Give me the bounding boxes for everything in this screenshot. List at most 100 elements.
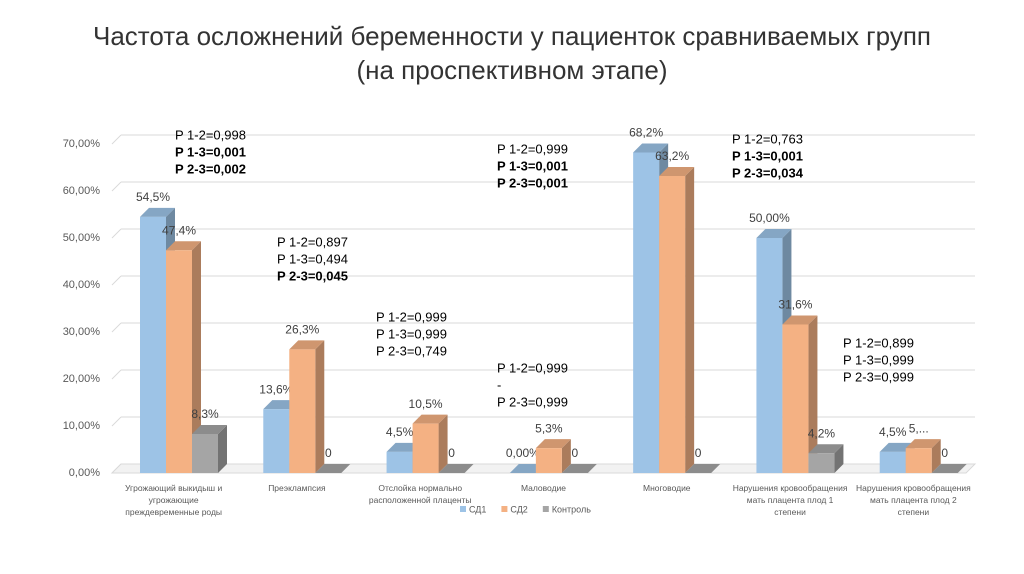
value-label: 8,3%: [191, 407, 219, 421]
bar-face: [412, 423, 439, 473]
bar: [315, 464, 351, 473]
legend-label: Контроль: [552, 504, 591, 514]
value-label: 26,3%: [285, 323, 319, 337]
bar-face: [756, 229, 792, 238]
annotation: P 1-2=0,999: [497, 141, 568, 156]
grid-line: [111, 369, 122, 380]
value-label: 5,...: [909, 421, 929, 435]
bar-face: [659, 166, 695, 176]
bar-face: [561, 464, 597, 473]
y-tick-label: 50,00%: [63, 232, 101, 244]
value-label: 0: [325, 446, 332, 460]
value-label: 0: [572, 446, 579, 460]
x-tick-label: Многоводие: [643, 483, 691, 493]
bar: [166, 241, 201, 473]
annotation: P 1-3=0,001: [497, 158, 568, 173]
x-tick-label: Нарушения кровообращения мать плацента п…: [732, 483, 848, 517]
bar: [412, 414, 448, 473]
bar-face: [633, 152, 660, 473]
x-tick-label: Маловодие: [520, 483, 567, 493]
bar-face: [782, 315, 818, 325]
legend-swatch: [501, 506, 508, 512]
bar-face: [808, 453, 835, 473]
value-label: 5,3%: [535, 421, 563, 435]
annotation: -: [497, 377, 501, 392]
bar-face: [756, 238, 783, 473]
bar: [685, 464, 721, 473]
bar: [808, 444, 844, 473]
grid-line: [111, 322, 122, 333]
grid-line: [111, 181, 122, 192]
bar-face: [192, 241, 201, 473]
bar-face: [808, 444, 844, 454]
bar-face: [931, 439, 941, 473]
bar-face: [438, 464, 474, 473]
y-tick-label: 70,00%: [63, 138, 101, 150]
annotation: P 1-2=0,897: [277, 234, 348, 249]
value-label: 0,00%: [506, 446, 540, 460]
bar-face: [166, 250, 192, 473]
bar-face: [140, 207, 175, 217]
annotation: P 2-3=0,999: [843, 369, 914, 384]
bar-face: [386, 451, 413, 473]
x-tick-label: Угрожающий выкидыш и угрожающие преждевр…: [125, 483, 223, 517]
chart-title: Частота осложнений беременности у пациен…: [93, 21, 931, 51]
x-tick-label: Нарушения кровообращения мать плацента п…: [855, 483, 971, 517]
value-label: 0: [448, 446, 455, 460]
bar-face: [535, 439, 571, 449]
value-label: 0: [695, 446, 702, 460]
annotation: P 1-3=0,001: [732, 148, 803, 163]
bar-face: [140, 216, 166, 473]
x-tick-label: Отслойка нормально расположенной плацент…: [368, 483, 472, 505]
y-tick-label: 10,00%: [63, 420, 101, 432]
bar-face: [685, 464, 721, 473]
annotation: P 1-3=0,001: [175, 144, 246, 159]
bar-face: [808, 315, 818, 473]
value-label: 47,4%: [162, 223, 196, 237]
bar-face: [905, 448, 932, 473]
annotation: P 1-2=0,999: [497, 360, 568, 375]
bar-face: [535, 448, 562, 473]
annotation: P 1-2=0,998: [175, 127, 246, 142]
value-label: 4,2%: [808, 426, 836, 440]
x-tick-label: Преэклампсия: [268, 483, 326, 493]
legend-label: СД1: [469, 504, 486, 514]
bar: [931, 464, 967, 473]
bar-face: [438, 414, 448, 473]
value-label: 10,5%: [409, 397, 443, 411]
value-label: 4,5%: [386, 425, 414, 439]
bar: [561, 464, 597, 473]
annotation: P 2-3=0,002: [175, 161, 246, 176]
annotation: P 1-3=0,999: [843, 352, 914, 367]
grid-line: [111, 275, 122, 286]
bar: [535, 439, 571, 473]
bar: [905, 439, 941, 473]
y-tick-label: 40,00%: [63, 279, 101, 291]
annotation: P 1-3=0,999: [376, 326, 447, 341]
bar-face: [315, 340, 325, 473]
legend-label: СД2: [510, 504, 527, 514]
annotation: P 2-3=0,749: [376, 343, 447, 358]
y-tick-label: 60,00%: [63, 185, 101, 197]
bar: [659, 166, 695, 473]
bar-face: [931, 464, 967, 473]
annotation: P 2-3=0,999: [497, 394, 568, 409]
annotation: P 2-3=0,045: [277, 268, 348, 283]
bar-face: [659, 175, 686, 473]
grid-line: [111, 134, 122, 145]
y-tick-label: 30,00%: [63, 326, 101, 338]
bar: [782, 315, 818, 473]
bar-face: [905, 439, 941, 449]
annotation: P 2-3=0,034: [732, 165, 804, 180]
bar-face: [192, 433, 218, 473]
y-tick-label: 20,00%: [63, 373, 101, 385]
chart-title: (на проспективном этапе): [356, 55, 667, 85]
legend-swatch: [460, 506, 466, 512]
value-label: 63,2%: [655, 149, 689, 163]
value-label: 4,5%: [879, 425, 907, 439]
value-label: 54,5%: [136, 190, 170, 204]
grid-line: [111, 416, 122, 427]
value-label: 68,2%: [629, 126, 663, 140]
